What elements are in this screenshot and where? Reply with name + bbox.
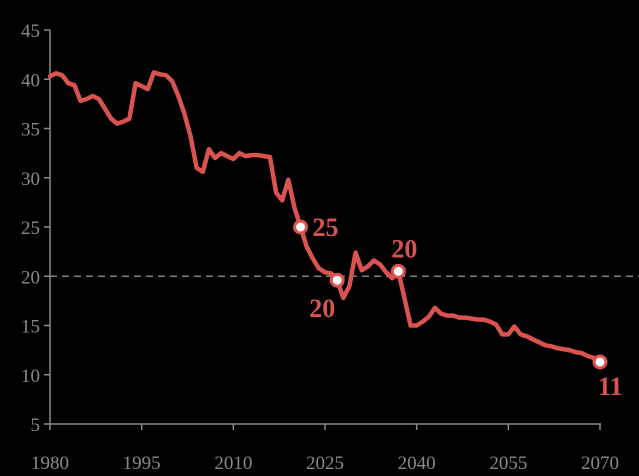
x-tick-label-2025: 2025 <box>306 453 344 474</box>
highlight-point-0 <box>293 219 309 235</box>
x-tick-label-2055: 2055 <box>489 453 527 474</box>
x-tick-label-2070: 2070 <box>581 453 619 474</box>
highlight-point-3 <box>592 354 608 370</box>
y-tick-label-5: 5 <box>31 415 41 436</box>
highlight-label-2: 20 <box>391 234 417 263</box>
highlight-label-1: 20 <box>309 294 335 323</box>
y-tick-label-15: 15 <box>21 317 40 338</box>
highlight-label-0: 25 <box>313 213 339 242</box>
highlight-point-1 <box>329 272 345 288</box>
x-tick-label-1980: 1980 <box>31 453 69 474</box>
series-line-0 <box>47 70 603 363</box>
y-tick-label-25: 25 <box>21 218 40 239</box>
x-tick-label-1995: 1995 <box>123 453 161 474</box>
y-tick-label-40: 40 <box>21 70 40 91</box>
highlight-label-3: 11 <box>598 372 623 401</box>
y-tick-label-20: 20 <box>21 267 40 288</box>
y-tick-label-45: 45 <box>21 21 40 42</box>
y-tick-label-35: 35 <box>21 120 40 141</box>
y-tick-label-30: 30 <box>21 169 40 190</box>
x-tick-label-2010: 2010 <box>214 453 252 474</box>
highlight-point-2 <box>390 263 406 279</box>
y-tick-label-10: 10 <box>21 366 40 387</box>
x-tick-label-2040: 2040 <box>398 453 436 474</box>
